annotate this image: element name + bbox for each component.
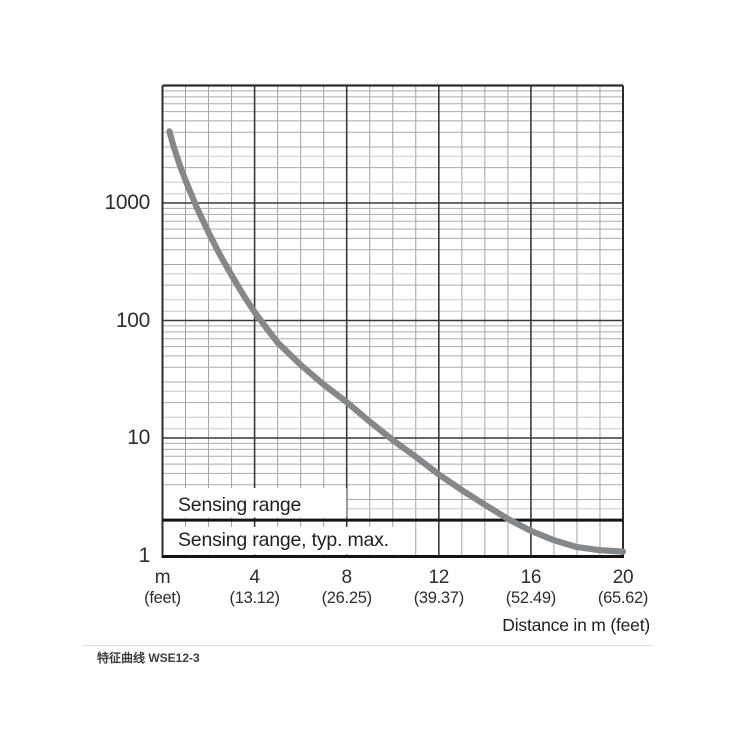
figure-caption: 特征曲线 WSE12-3 (97, 651, 200, 665)
x-tick-label-20: 20 (65.62) (568, 567, 678, 608)
x-tick-feet-value: (39.37) (413, 589, 464, 607)
sensing-range-label: Sensing range (178, 494, 302, 516)
sensing-range-typ-max-label-box (163, 527, 398, 555)
x-tick-value: 8 (341, 567, 353, 588)
x-tick-value: 12 (428, 567, 450, 588)
x-axis-title: Distance in m (feet) (502, 615, 650, 635)
sensing-range-typ-max-label: Sensing range, typ. max. (178, 529, 389, 551)
x-tick-value: m (154, 567, 171, 588)
x-tick-value: 4 (249, 567, 260, 588)
x-tick-label-m: m (feet) (108, 567, 218, 608)
x-tick-feet-value: (26.25) (321, 589, 372, 607)
y-tick-label-1000: 1000 (104, 191, 150, 214)
x-tick-feet-value: (feet) (144, 589, 181, 607)
y-tick-label-100: 100 (115, 308, 150, 332)
caption-divider (82, 645, 653, 646)
x-tick-feet-value: (65.62) (597, 589, 649, 607)
x-tick-label-12: 12 (39.37) (384, 567, 494, 608)
y-tick-label-1: 1 (138, 543, 151, 567)
characteristic-curve (166, 128, 627, 555)
x-tick-label-4: 4 (13.12) (200, 567, 310, 608)
x-tick-feet-value: (52.49) (505, 589, 556, 607)
x-tick-value: 16 (520, 567, 542, 588)
y-tick-label-10: 10 (127, 426, 150, 449)
x-tick-label-8: 8 (26.25) (292, 567, 402, 608)
x-tick-label-16: 16 (52.49) (476, 567, 586, 608)
x-tick-feet-value: (13.12) (229, 589, 280, 607)
x-tick-value: 20 (612, 567, 634, 588)
sensing-range-label-box (163, 488, 347, 518)
